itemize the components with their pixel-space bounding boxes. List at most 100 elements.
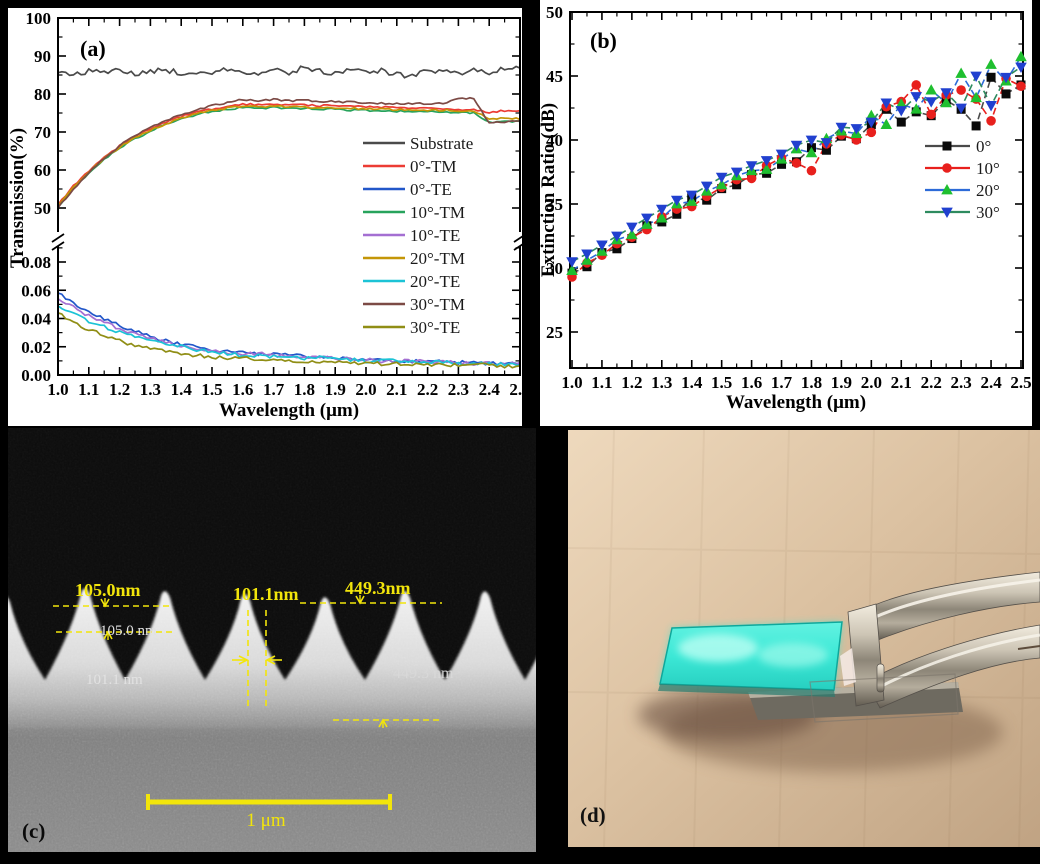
svg-text:25: 25 [546,323,563,342]
svg-text:2.2: 2.2 [417,380,438,399]
svg-text:2.5: 2.5 [509,380,522,399]
sem-scale-bar-label: 1 μm [246,810,285,831]
svg-text:1.4: 1.4 [681,373,703,392]
svg-text:10°-TE: 10°-TE [410,226,460,245]
svg-text:30°-TM: 30°-TM [410,295,465,314]
svg-text:1.1: 1.1 [78,380,99,399]
tweezer-lower-arm [865,624,1040,709]
svg-text:50: 50 [34,199,51,218]
device-photo: (d) [568,430,1040,847]
svg-text:2.1: 2.1 [891,373,912,392]
series-30°-TM [59,96,519,209]
svg-text:(b): (b) [590,28,617,53]
svg-text:10°: 10° [976,159,1000,178]
sem-measurement-lines [53,595,442,810]
svg-text:2.3: 2.3 [951,373,972,392]
svg-text:1.9: 1.9 [325,380,346,399]
svg-text:10°-TM: 10°-TM [410,203,465,222]
series-30°-TE [59,312,519,369]
svg-text:Wavelength (μm): Wavelength (μm) [726,392,866,413]
svg-text:70: 70 [34,123,51,142]
svg-text:1.2: 1.2 [621,373,642,392]
panel-d-label: (d) [580,803,606,827]
svg-text:20°-TM: 20°-TM [410,249,465,268]
svg-text:0.08: 0.08 [21,253,51,272]
series-Substrate [59,65,519,79]
arm-highlight [872,578,1040,620]
series-20°-TM [59,104,519,207]
sem-noise-overlay [8,428,536,852]
svg-text:1.4: 1.4 [171,380,193,399]
svg-text:0°-TE: 0°-TE [410,180,452,199]
svg-text:2.4: 2.4 [479,380,501,399]
svg-text:90: 90 [34,47,51,66]
svg-text:2.3: 2.3 [448,380,469,399]
svg-text:45: 45 [546,67,563,86]
panel-b-extinction-chart: 1.0 1.1 1.2 1.3 1.4 1.5 1.6 1.7 1.8 1.9 2.0 2.1 2.2 2… [540,0,1032,426]
panel-c-sem-image: 105.0nm 101.1nm 449.3nm 105.0 nm 101.1 n… [8,428,536,852]
svg-text:30: 30 [546,259,563,278]
series-10°-TM [59,105,519,208]
clamp-reflection [840,648,856,686]
svg-text:2.1: 2.1 [386,380,407,399]
panel-a-transmission-chart: 1.0 1.1 1.2 1.3 1.4 1.5 1.6 1.7 1.8 1.9 2.0 2.1 2.2 2… [8,8,522,426]
chart-b-legend: 0° 10° 20° 30° [925,137,1000,222]
svg-text:0.00: 0.00 [21,366,51,385]
svg-text:20°-TE: 20°-TE [410,272,460,291]
sem-annotation-text: 105.0nm 101.1nm 449.3nm 105.0 nm 101.1 n… [22,578,454,843]
svg-text:1.7: 1.7 [263,380,285,399]
extinction-ratio-chart: 1.0 1.1 1.2 1.3 1.4 1.5 1.6 1.7 1.8 1.9 2.0 2.1 2.2 2… [540,3,1032,413]
svg-text:1.3: 1.3 [140,380,161,399]
svg-text:1.2: 1.2 [109,380,130,399]
series-line-10° [571,77,1022,278]
sem-base-layers [8,428,536,852]
svg-text:60: 60 [34,161,51,180]
sem-inner-label-2: 101.1 nm [86,672,143,688]
svg-text:2.4: 2.4 [980,373,1002,392]
svg-text:1.5: 1.5 [201,380,222,399]
svg-text:40: 40 [546,131,563,150]
svg-text:Substrate: Substrate [410,134,473,153]
sem-inner-label-3: 449.3 nm [393,665,454,682]
svg-text:100: 100 [26,9,52,28]
svg-text:0.04: 0.04 [21,310,51,329]
svg-text:1.6: 1.6 [741,373,762,392]
svg-text:35: 35 [546,195,563,214]
svg-text:80: 80 [34,85,51,104]
chart-a-y-ticks: 50 60 70 80 90 100 0.00 0.02 0.04 0.06 0.08 [21,9,520,385]
svg-text:1.0: 1.0 [47,380,68,399]
chart-a-legend: Substrate 0°-TM 0°-TE 10°-TM 10°-TE 20°-TM 20°… [363,134,473,337]
svg-text:Wavelength (μm): Wavelength (μm) [219,400,359,421]
axis-break-marks [51,232,522,251]
series-10°-TE [59,298,519,367]
series-20°-TE [59,305,519,367]
svg-text:1.1: 1.1 [591,373,612,392]
sem-measure-depth-label: 449.3nm [345,578,411,598]
svg-text:20°: 20° [976,181,1000,200]
svg-text:1.0: 1.0 [561,373,582,392]
sem-inner-label-1: 105.0 nm [100,623,157,639]
chart-b-x-ticks: 1.0 1.1 1.2 1.3 1.4 1.5 1.6 1.7 1.8 1.9 2.0 2.1 2.2 2… [561,12,1032,392]
svg-text:2.0: 2.0 [355,380,376,399]
svg-text:Extinction Ratio (dB): Extinction Ratio (dB) [540,103,559,277]
svg-text:1.6: 1.6 [232,380,253,399]
photo-base-layers [568,430,1040,847]
svg-text:1.7: 1.7 [771,373,793,392]
svg-text:0.06: 0.06 [21,281,51,300]
clamp-bracket-outline [809,673,959,723]
svg-text:50: 50 [546,3,563,22]
sem-cross-section-image: 105.0nm 101.1nm 449.3nm 105.0 nm 101.1 n… [8,428,536,852]
svg-text:2.0: 2.0 [861,373,882,392]
transmission-chart: 1.0 1.1 1.2 1.3 1.4 1.5 1.6 1.7 1.8 1.9 2.0 2.1 2.2 2… [8,9,522,421]
svg-text:1.5: 1.5 [711,373,732,392]
svg-text:0°: 0° [976,137,991,156]
series-markers-0° [567,72,1026,278]
svg-text:(a): (a) [80,36,106,61]
panel-c-label: (c) [22,819,45,843]
sample-bottom-edge [658,684,835,697]
series-line-0° [571,75,1022,274]
svg-text:1.8: 1.8 [801,373,822,392]
panel-d-device-photo: (d) [568,430,1040,847]
chart-a-x-ticks: 1.0 1.1 1.2 1.3 1.4 1.5 1.6 1.7 1.8 1.9 2.0 2.1 2.2 2… [47,18,522,399]
